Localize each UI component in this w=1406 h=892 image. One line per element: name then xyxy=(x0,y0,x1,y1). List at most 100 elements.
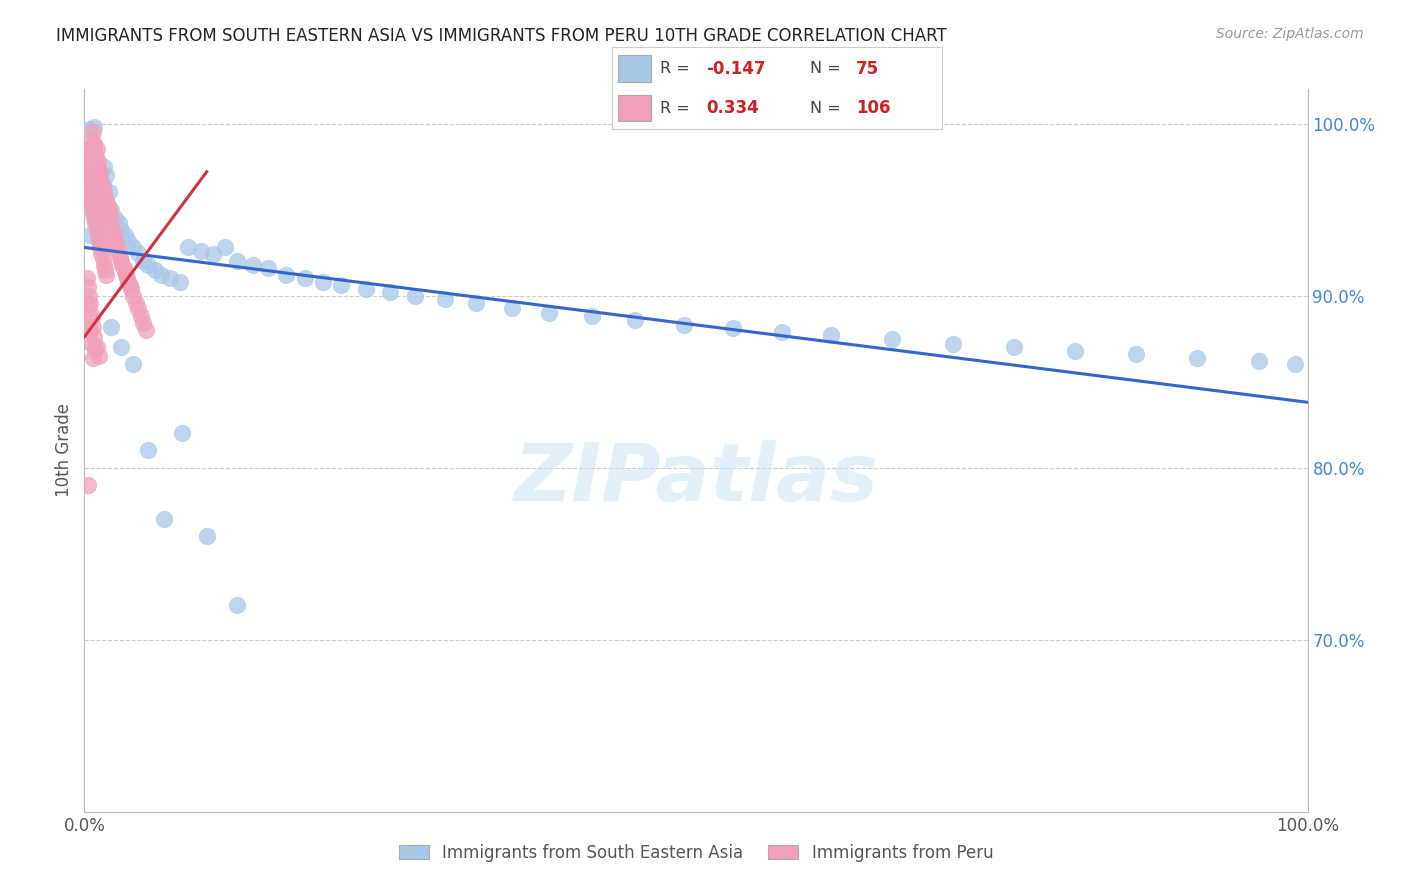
Point xyxy=(84,342,107,356)
Point xyxy=(87,228,110,243)
Point xyxy=(132,254,155,268)
Point xyxy=(84,171,107,186)
Point xyxy=(1125,347,1147,361)
Point xyxy=(115,268,138,282)
Text: 0.334: 0.334 xyxy=(706,99,758,117)
Point xyxy=(115,271,138,285)
Point xyxy=(96,194,118,208)
Point xyxy=(77,189,100,203)
Point xyxy=(96,202,118,217)
Point xyxy=(87,186,110,200)
Point xyxy=(79,323,101,337)
Point xyxy=(312,275,335,289)
Text: 75: 75 xyxy=(856,60,879,78)
Point xyxy=(434,292,457,306)
Point xyxy=(93,194,115,208)
Text: R =: R = xyxy=(659,101,695,115)
Point xyxy=(80,194,103,208)
Point xyxy=(153,512,176,526)
Point xyxy=(127,302,149,317)
Point xyxy=(294,271,316,285)
Point xyxy=(86,340,108,354)
Point xyxy=(79,228,101,243)
Point xyxy=(79,297,101,311)
Point xyxy=(90,186,112,200)
Point xyxy=(87,154,110,169)
Point xyxy=(89,189,111,203)
Point xyxy=(110,340,132,354)
Point xyxy=(77,310,100,324)
Point xyxy=(117,234,139,248)
Point xyxy=(103,228,125,243)
Point xyxy=(89,171,111,186)
Point xyxy=(464,295,486,310)
Point xyxy=(136,443,159,458)
Point xyxy=(89,194,111,208)
Point xyxy=(82,319,104,334)
Point xyxy=(86,177,108,191)
Point xyxy=(79,194,101,208)
Point xyxy=(77,186,100,200)
Point xyxy=(77,478,100,492)
Point xyxy=(83,206,105,220)
Point xyxy=(87,219,110,234)
Point xyxy=(100,319,122,334)
Point xyxy=(100,202,122,217)
Point xyxy=(83,211,105,226)
Point xyxy=(80,336,103,351)
Text: N =: N = xyxy=(810,101,846,115)
Point xyxy=(87,165,110,179)
Point xyxy=(380,285,402,300)
Point xyxy=(79,154,101,169)
Point xyxy=(90,245,112,260)
FancyBboxPatch shape xyxy=(619,55,651,82)
Point xyxy=(77,288,100,302)
Text: ZIPatlas: ZIPatlas xyxy=(513,441,879,518)
Point xyxy=(96,168,118,182)
Point xyxy=(77,168,100,182)
Point xyxy=(77,121,100,136)
Y-axis label: 10th Grade: 10th Grade xyxy=(55,403,73,498)
Point xyxy=(91,180,114,194)
Point xyxy=(87,182,110,196)
FancyBboxPatch shape xyxy=(619,95,651,121)
Point xyxy=(84,211,107,226)
Point xyxy=(89,165,111,179)
Point xyxy=(502,301,524,315)
Point xyxy=(97,206,120,220)
Point xyxy=(77,168,100,182)
Point xyxy=(112,261,135,276)
Point xyxy=(105,242,128,256)
Point xyxy=(122,288,145,302)
Point xyxy=(107,245,129,260)
Point xyxy=(86,223,108,237)
Point xyxy=(82,160,104,174)
Point xyxy=(80,151,103,165)
Text: N =: N = xyxy=(810,62,846,76)
Point xyxy=(150,268,173,282)
Point xyxy=(117,275,139,289)
Point xyxy=(104,211,127,226)
Point xyxy=(1187,351,1209,365)
Point xyxy=(94,191,117,205)
Point xyxy=(97,199,120,213)
Point xyxy=(97,186,120,200)
Point xyxy=(1002,340,1025,354)
Point xyxy=(1064,343,1087,358)
Point xyxy=(77,171,100,186)
Point xyxy=(79,189,101,203)
Point xyxy=(538,306,561,320)
Point xyxy=(108,251,131,265)
Point xyxy=(1284,358,1306,372)
Point xyxy=(86,143,108,157)
Text: -0.147: -0.147 xyxy=(706,60,765,78)
Point xyxy=(125,295,148,310)
Point xyxy=(82,125,104,139)
Point xyxy=(820,328,842,343)
Point xyxy=(120,282,142,296)
Point xyxy=(110,254,132,268)
Point xyxy=(94,199,117,213)
Point xyxy=(581,310,603,324)
Point xyxy=(76,160,98,174)
Point xyxy=(80,199,103,213)
